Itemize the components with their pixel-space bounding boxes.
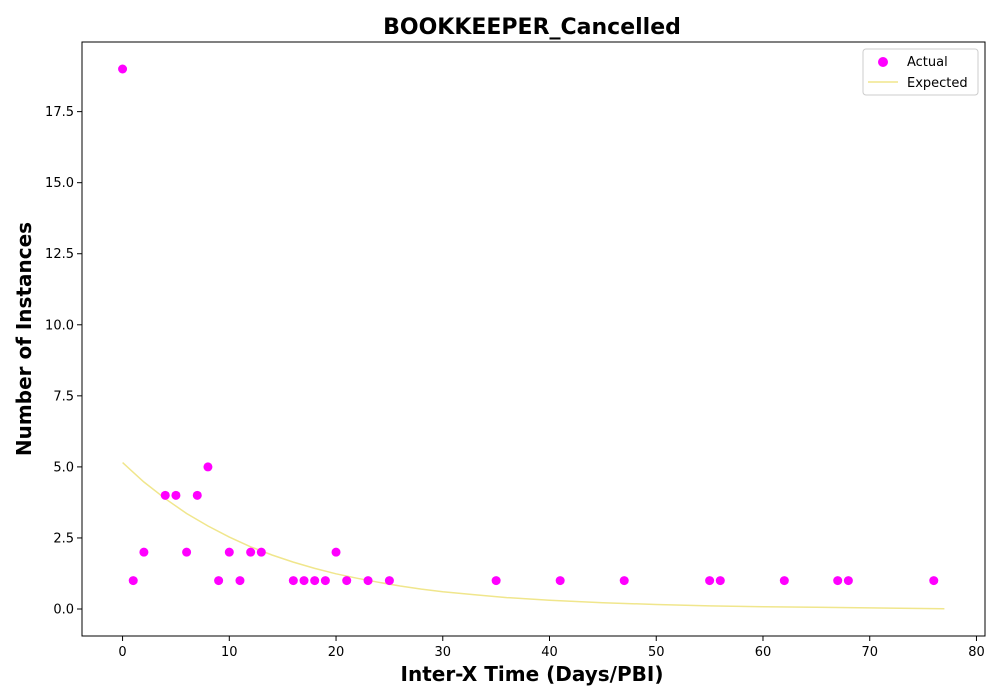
actual-point	[491, 576, 501, 586]
actual-point	[705, 576, 715, 586]
actual-point	[779, 576, 789, 586]
actual-point	[171, 490, 181, 500]
y-tick-label: 2.5	[53, 531, 74, 546]
actual-point	[299, 576, 309, 586]
actual-point	[929, 576, 939, 586]
y-axis-label: Number of Instances	[12, 222, 36, 456]
y-tick-label: 12.5	[45, 247, 74, 262]
legend: Actual Expected	[862, 48, 979, 96]
plot-frame	[81, 41, 986, 637]
actual-point	[843, 576, 853, 586]
y-tick-label: 7.5	[53, 389, 74, 404]
actual-point	[192, 490, 202, 500]
actual-point	[384, 576, 394, 586]
x-axis-label: Inter-X Time (Days/PBI)	[401, 662, 664, 686]
actual-point	[619, 576, 629, 586]
actual-point	[342, 576, 352, 586]
actual-point	[118, 64, 128, 74]
actual-point	[833, 576, 843, 586]
actual-point	[555, 576, 565, 586]
x-tick-label: 10	[221, 645, 238, 660]
actual-point	[182, 547, 192, 557]
y-tick-label: 0.0	[53, 603, 74, 618]
actual-point	[256, 547, 266, 557]
x-tick-label: 0	[118, 645, 126, 660]
actual-point	[246, 547, 256, 557]
x-tick-label: 70	[861, 645, 878, 660]
x-tick-label: 40	[541, 645, 558, 660]
actual-point	[320, 576, 330, 586]
actual-point	[128, 576, 138, 586]
x-tick-label: 60	[755, 645, 772, 660]
y-axis-ticks: 0.0 2.5 5.0 7.5 10.0 12.5 15.0 17.5	[45, 105, 82, 618]
chart-title: BOOKKEEPER_Cancelled	[383, 15, 681, 40]
plot-area	[82, 42, 985, 636]
y-tick-label: 15.0	[45, 176, 74, 191]
actual-point	[235, 576, 245, 586]
actual-point	[715, 576, 725, 586]
y-tick-label: 10.0	[45, 318, 74, 333]
actual-point	[160, 490, 170, 500]
actual-point	[139, 547, 149, 557]
y-tick-label: 5.0	[53, 460, 74, 475]
y-tick-label: 17.5	[45, 105, 74, 120]
x-tick-label: 30	[434, 645, 451, 660]
actual-point	[310, 576, 320, 586]
x-tick-label: 80	[968, 645, 985, 660]
actual-point	[203, 462, 213, 472]
x-axis-ticks: 0 10 20 30 40 50 60 70 80	[118, 636, 985, 660]
x-tick-label: 20	[328, 645, 345, 660]
legend-marker-actual	[878, 57, 888, 67]
x-tick-label: 50	[648, 645, 665, 660]
legend-box	[862, 48, 979, 96]
actual-point	[214, 576, 224, 586]
actual-point	[331, 547, 341, 557]
actual-point	[288, 576, 298, 586]
series-layer	[118, 64, 945, 610]
legend-label-actual: Actual	[907, 55, 948, 70]
actual-point	[224, 547, 234, 557]
legend-label-expected: Expected	[907, 76, 968, 91]
actual-point	[363, 576, 373, 586]
